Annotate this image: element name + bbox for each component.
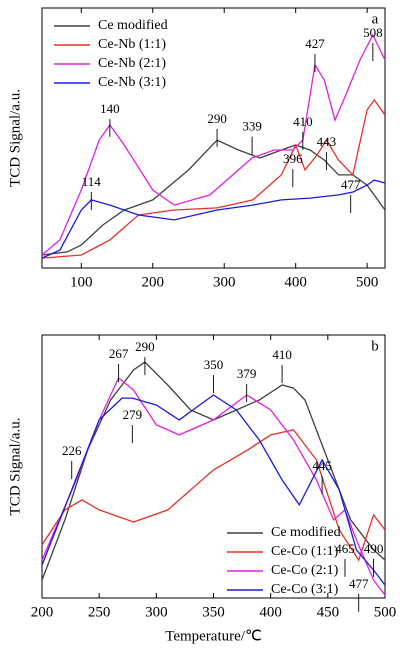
peak-label: 279 (123, 407, 143, 422)
legend-label: Ce modified (98, 18, 168, 33)
peak-label: 140 (100, 101, 120, 116)
data-line (41, 98, 386, 259)
data-line (41, 179, 386, 259)
legend-label: Ce-Nb (2:1) (98, 56, 166, 71)
peak-label: 465 (335, 541, 355, 556)
peak-label: 114 (82, 174, 102, 189)
peak-label: 339 (242, 119, 262, 134)
x-axis-label: Temperature/℃ (165, 628, 262, 644)
peak-label: 396 (283, 151, 303, 166)
peak-label: 443 (317, 134, 337, 149)
data-line (41, 33, 386, 256)
peak-label: 477 (349, 576, 369, 591)
peak-label: 290 (135, 339, 155, 354)
y-axis-label: TCD Signal/a.u. (7, 89, 23, 187)
data-line (41, 429, 386, 562)
peak-label: 490 (364, 541, 384, 556)
peak-label: 477 (341, 177, 361, 192)
data-line (41, 361, 386, 581)
x-tick-label: 500 (374, 604, 397, 620)
panel-label: b (371, 338, 379, 354)
peak-label: 350 (204, 357, 224, 372)
legend-label: Ce-Nb (3:1) (98, 75, 166, 90)
data-line (41, 394, 386, 586)
x-tick-label: 250 (88, 604, 111, 620)
peak-label: 410 (293, 114, 313, 129)
legend-label: Ce-Nb (1:1) (98, 37, 166, 52)
peak-label: 445 (312, 458, 332, 473)
x-tick-label: 500 (356, 274, 379, 290)
peak-label: 379 (237, 366, 257, 381)
panel-label: a (372, 11, 379, 27)
legend-label: Ce-Co (3:1) (271, 582, 339, 597)
legend-label: Ce-Co (1:1) (271, 544, 339, 559)
peak-label: 427 (305, 36, 325, 51)
x-tick-label: 300 (213, 274, 236, 290)
legend-label: Ce modified (271, 525, 341, 540)
x-tick-label: 400 (284, 274, 307, 290)
x-tick-label: 300 (145, 604, 168, 620)
x-tick-label: 350 (202, 604, 225, 620)
peak-label: 410 (272, 347, 292, 362)
peak-label: 508 (363, 25, 383, 40)
x-tick-label: 200 (142, 274, 165, 290)
x-tick-label: 400 (259, 604, 282, 620)
x-tick-label: 200 (31, 604, 54, 620)
peak-label: 226 (62, 443, 82, 458)
x-tick-label: 100 (70, 274, 93, 290)
y-axis-label: TCD Signal/a.u. (7, 418, 23, 516)
peak-label: 267 (109, 346, 129, 361)
legend-label: Ce-Co (2:1) (271, 563, 339, 578)
plot-frame (41, 7, 386, 269)
data-line (41, 139, 386, 256)
x-tick-label: 450 (317, 604, 340, 620)
peak-label: 290 (207, 111, 227, 126)
